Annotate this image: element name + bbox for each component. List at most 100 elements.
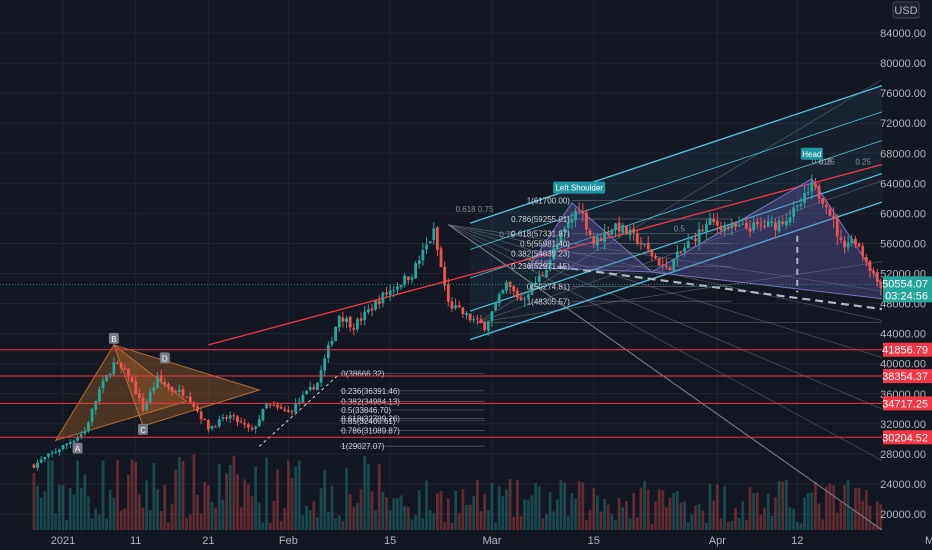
candle-body bbox=[588, 230, 592, 235]
candle-body bbox=[228, 415, 232, 419]
volume-bar bbox=[301, 515, 305, 530]
candle-body bbox=[741, 223, 745, 225]
volume-bar bbox=[54, 513, 58, 530]
candle-body bbox=[748, 228, 752, 232]
volume-bar bbox=[192, 454, 196, 530]
candle-body bbox=[679, 251, 683, 253]
volume-bar bbox=[570, 492, 574, 530]
gann-fan-ray bbox=[448, 224, 883, 531]
volume-bar bbox=[606, 504, 610, 530]
candle-body bbox=[654, 256, 657, 259]
red-trend-line bbox=[208, 163, 883, 346]
volume-bar bbox=[319, 488, 323, 530]
volume-bar bbox=[784, 479, 788, 530]
candle-body bbox=[145, 401, 149, 410]
gann-fan-ray bbox=[448, 224, 883, 461]
candle-body bbox=[356, 319, 359, 330]
current-price-badge bbox=[883, 276, 932, 303]
candle-body bbox=[657, 258, 661, 266]
volume-bar bbox=[94, 508, 98, 530]
candle-body bbox=[566, 222, 570, 229]
candle-body bbox=[843, 240, 846, 248]
volume-bar bbox=[32, 472, 36, 530]
volume-bar bbox=[268, 522, 272, 530]
candle-body bbox=[43, 457, 47, 460]
candle-body bbox=[399, 285, 403, 288]
volume-bar bbox=[225, 473, 228, 530]
volume-bar bbox=[690, 514, 694, 530]
volume-bar bbox=[156, 489, 159, 530]
volume-bar bbox=[370, 491, 374, 530]
triangle-point-badge bbox=[72, 442, 83, 454]
volume-bar bbox=[366, 463, 370, 530]
candle-body bbox=[47, 453, 50, 457]
volume-bar bbox=[879, 504, 883, 530]
candle-body bbox=[137, 393, 141, 398]
currency-box[interactable]: USD bbox=[892, 1, 920, 19]
volume-bar bbox=[621, 507, 625, 530]
volume-bar bbox=[672, 492, 676, 530]
candle-body bbox=[621, 224, 625, 233]
volume-bar bbox=[861, 501, 865, 530]
candle-body bbox=[276, 404, 279, 408]
candle-body bbox=[323, 358, 327, 371]
candle-body bbox=[468, 313, 472, 321]
price-axis: 84000.00 80000.00 76000.00 72000.00 68000.00… bbox=[880, 28, 926, 521]
price-tag-badge bbox=[883, 342, 932, 357]
candle-body bbox=[417, 260, 421, 265]
fib-level-label: 0.786(59255.01) bbox=[511, 215, 570, 224]
fibonacci-levels: 1(61700.00) 0.786(59255.01) 0.618(57331.87… bbox=[339, 158, 932, 451]
price-tick-label: 72000.00 bbox=[880, 118, 926, 130]
price-tick-label: 40000.00 bbox=[880, 359, 926, 371]
candle-body bbox=[403, 275, 407, 285]
volume-bar bbox=[174, 469, 178, 530]
candle-body bbox=[675, 251, 679, 259]
candle-body bbox=[254, 426, 258, 429]
volume-bar bbox=[83, 474, 87, 530]
volume-bar bbox=[490, 482, 494, 530]
candle-body bbox=[774, 222, 777, 230]
volume-bar bbox=[207, 485, 210, 530]
candle-body bbox=[286, 410, 290, 412]
candle-body bbox=[799, 204, 803, 206]
volume-bar bbox=[276, 469, 279, 530]
volume-bar bbox=[159, 510, 163, 530]
volume-bar bbox=[744, 520, 748, 530]
triangle-point-badge bbox=[159, 352, 170, 364]
candle-body bbox=[192, 402, 196, 407]
volume-bar bbox=[712, 500, 716, 530]
candle-body bbox=[210, 425, 214, 429]
candle-body bbox=[610, 229, 614, 235]
price-tag-badge bbox=[883, 430, 932, 445]
candle-body bbox=[835, 218, 839, 237]
candle-body bbox=[370, 308, 374, 311]
candle-body bbox=[207, 420, 210, 430]
candle-body bbox=[632, 229, 636, 233]
volume-bar bbox=[792, 508, 796, 530]
volume-bar bbox=[654, 501, 657, 530]
candle-body bbox=[552, 248, 556, 260]
volume-bar bbox=[730, 520, 734, 530]
candle-body bbox=[737, 224, 741, 227]
channel-mid-line bbox=[469, 111, 883, 250]
volume-bar bbox=[148, 510, 152, 530]
volume-bar bbox=[123, 508, 127, 530]
candle-body bbox=[39, 459, 43, 463]
volume-bar bbox=[250, 496, 254, 530]
price-tick-label: 32000.00 bbox=[880, 419, 926, 431]
volume-bar bbox=[857, 487, 861, 530]
volume-bar bbox=[799, 523, 803, 530]
candle-body bbox=[814, 183, 817, 187]
candle-body bbox=[250, 427, 254, 430]
price-tick-label: 84000.00 bbox=[880, 28, 926, 40]
current-price-label: 50554.07 bbox=[882, 278, 928, 290]
volume-bar bbox=[181, 461, 185, 530]
candle-body bbox=[824, 204, 828, 208]
candle-body bbox=[792, 207, 796, 217]
candle-body bbox=[617, 222, 621, 232]
volume-bar bbox=[694, 505, 697, 530]
volume-bar bbox=[675, 490, 679, 530]
volume-bar bbox=[330, 485, 334, 530]
volume-bar bbox=[450, 522, 454, 530]
